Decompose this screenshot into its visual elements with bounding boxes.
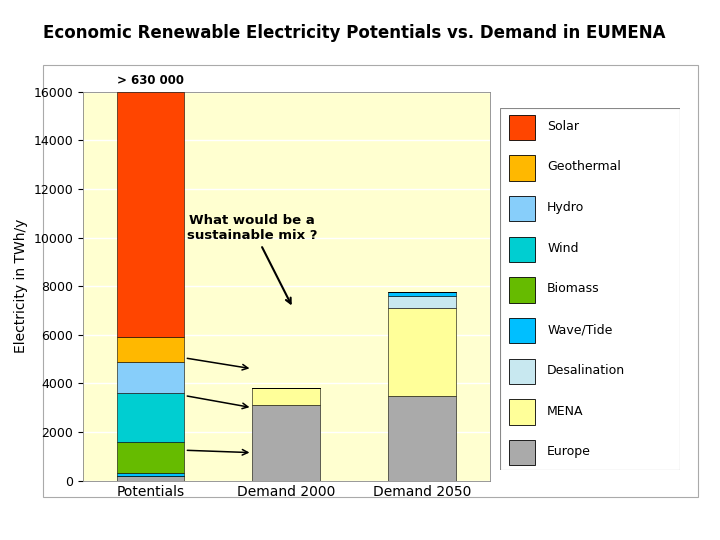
Bar (510, 400, 534, 425)
Bar (388, 395, 456, 481)
Bar (117, 337, 184, 362)
Bar (117, 393, 184, 442)
FancyBboxPatch shape (500, 108, 680, 470)
Bar (510, 359, 534, 384)
Bar (510, 114, 534, 140)
Bar (117, 92, 184, 337)
Text: Desalination: Desalination (547, 364, 626, 377)
Text: Hydro: Hydro (547, 201, 585, 214)
Text: Geothermal: Geothermal (547, 160, 621, 173)
Bar (252, 388, 320, 405)
Bar (510, 196, 534, 221)
Bar (117, 476, 184, 481)
Text: > 630 000: > 630 000 (117, 74, 184, 87)
Bar (117, 362, 184, 393)
Bar (388, 308, 456, 395)
Bar (252, 405, 320, 481)
Bar (510, 318, 534, 343)
Bar (510, 440, 534, 465)
Bar (388, 296, 456, 308)
Text: Europe: Europe (547, 445, 591, 458)
Bar (510, 155, 534, 180)
Bar (510, 278, 534, 302)
Text: What would be a
sustainable mix ?: What would be a sustainable mix ? (187, 214, 318, 303)
Text: Economic Renewable Electricity Potentials vs. Demand in EUMENA: Economic Renewable Electricity Potential… (43, 24, 666, 42)
Y-axis label: Electricity in TWh/y: Electricity in TWh/y (14, 219, 27, 353)
Text: Wind: Wind (547, 242, 579, 255)
Text: MENA: MENA (547, 404, 584, 417)
Bar (117, 473, 184, 476)
Text: Wave/Tide: Wave/Tide (547, 323, 613, 336)
Bar (510, 237, 534, 262)
Text: Solar: Solar (547, 119, 579, 133)
Bar (388, 292, 456, 296)
Text: Biomass: Biomass (547, 282, 600, 295)
Bar (117, 442, 184, 473)
